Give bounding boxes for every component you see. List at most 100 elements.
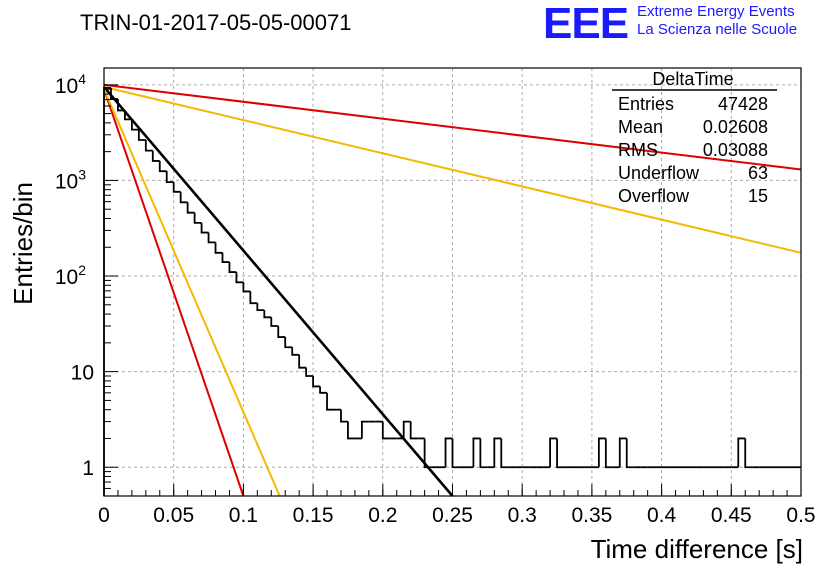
grid-lines [104,68,801,496]
histogram-bin [235,272,244,284]
histogram-bin [402,420,411,439]
stats-value: 15 [748,186,768,206]
stats-label: Underflow [618,163,700,183]
stats-title: DeltaTime [652,69,733,89]
histogram-bin [326,392,335,411]
histogram-bin [493,437,502,468]
histogram-bin [124,110,132,121]
histogram-bin [381,421,390,440]
x-tick-label: 0.35 [571,504,612,527]
histogram-bin [298,354,307,369]
histogram-series [103,86,801,496]
histogram-bin [625,438,634,469]
histogram-bin [193,212,202,224]
histogram-bin [451,438,460,469]
stats-value: 63 [748,163,768,183]
x-tick-label: 0.1 [229,504,258,527]
histogram-bin [228,262,237,273]
histogram-bin [744,438,753,469]
fit-curve-2 [103,88,245,497]
eee-logo: EEE [543,0,629,48]
histogram-bin [479,438,488,469]
histogram-bin [737,437,746,468]
histogram-bin [312,376,321,388]
histogram-bin [151,150,160,162]
stats-label: RMS [618,140,658,160]
y-axis-label: Entries/bin [8,182,38,305]
y-tick-label: 102 [55,262,86,289]
histogram-bin [221,252,230,263]
histogram-bin [409,421,418,440]
histogram-bin [263,310,272,319]
histogram-bin [186,202,195,214]
fit-curve-5 [103,85,802,254]
histogram-bin [340,409,348,423]
histogram-bin [291,347,300,356]
y-tick-label: 10 [71,362,94,385]
stats-label: Mean [618,117,663,137]
fit-curve-4 [103,83,802,171]
fit-curves [103,83,802,497]
histogram-bin [270,317,279,327]
histogram-bin [284,337,293,349]
x-tick-label: 0.05 [153,504,194,527]
histogram-bin [110,87,118,100]
histogram-bin [305,367,314,377]
x-tick-label: 0.15 [293,504,334,527]
histogram-bin [249,291,258,305]
x-axis-ticks: 0 0.05 0.1 0.15 0.2 0.25 0.3 0.35 0.4 0.45 0.5 [98,484,816,527]
stats-value: 47428 [718,94,768,114]
stats-box: DeltaTime Entries 47428 Mean 0.02608 RMS 0.030… [612,69,777,206]
x-tick-label: 0.3 [508,504,537,527]
histogram-bin [597,437,606,468]
histogram-bin [165,171,174,184]
histogram-bin [214,242,223,254]
histogram-bin [472,437,481,468]
histogram-bin [423,438,432,469]
histogram-bin [137,129,146,141]
histogram-bin [549,437,558,468]
y-tick-label: 104 [55,71,86,98]
stats-label: Overflow [618,186,690,206]
histogram-bin [200,222,209,234]
histogram-bin [158,160,167,173]
fit-curve-1 [103,86,454,497]
histogram-bin [130,119,139,131]
fit-curve-3 [103,88,281,497]
histogram-bin [242,282,251,293]
x-axis-label: Time difference [s] [591,534,803,564]
run-title: TRIN-01-2017-05-05-00071 [80,10,352,35]
histogram-bin [179,191,188,204]
histogram-bin [117,99,125,112]
histogram-bin [103,86,111,496]
histogram-bin [319,386,328,394]
x-tick-label: 0 [98,504,110,527]
x-tick-label: 0.25 [432,504,473,527]
logo-caption: Extreme Energy Events La Scienza nelle S… [637,3,797,39]
histogram-bin [347,421,355,440]
logo-line-1: Extreme Energy Events [637,3,795,20]
histogram-bin [556,438,565,469]
histogram-bin [444,437,453,468]
histogram-bin [144,139,153,152]
histogram-bin [500,438,509,469]
stats-value: 0.03088 [703,140,768,160]
x-tick-label: 0.2 [368,504,397,527]
stats-value: 0.02608 [703,117,768,137]
stats-label: Entries [618,94,674,114]
x-tick-label: 0.4 [647,504,677,527]
histogram-bin [618,437,627,468]
histogram-bin [256,303,265,312]
x-tick-label: 0.45 [711,504,752,527]
y-tick-label: 103 [55,166,86,193]
plot-frame [103,67,802,497]
x-tick-label: 0.5 [786,504,815,527]
y-tick-label: 1 [82,457,94,480]
y-axis-ticks: 1 10 102 103 104 [55,71,118,489]
histogram-bin [172,182,181,193]
histogram-bin [207,232,216,244]
histogram-bin [360,420,369,439]
logo-line-2: La Scienza nelle Scuole [637,21,798,38]
histogram-bin [604,438,613,469]
